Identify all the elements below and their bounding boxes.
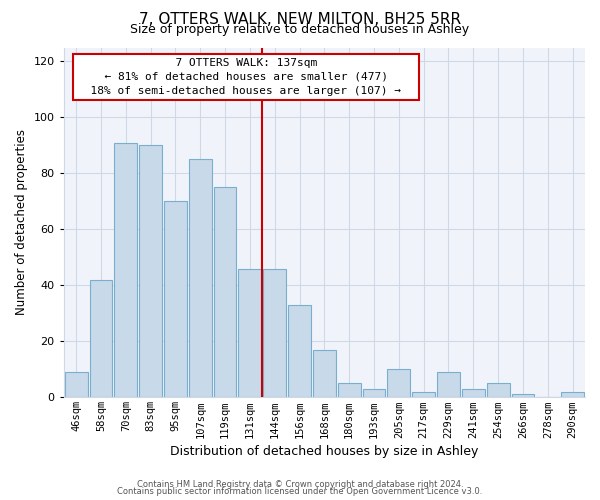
Bar [189, 160, 212, 398]
Bar [437, 372, 460, 398]
Bar [164, 202, 187, 398]
Bar [65, 372, 88, 398]
Bar [462, 389, 485, 398]
Text: Contains HM Land Registry data © Crown copyright and database right 2024.: Contains HM Land Registry data © Crown c… [137, 480, 463, 489]
Bar [214, 188, 236, 398]
Bar [512, 394, 535, 398]
Text: Contains public sector information licensed under the Open Government Licence v3: Contains public sector information licen… [118, 488, 482, 496]
Bar [238, 268, 262, 398]
Bar [115, 142, 137, 398]
Bar [89, 280, 112, 398]
Text: 7 OTTERS WALK: 137sqm  
  ← 81% of detached houses are smaller (477)  
  18% of : 7 OTTERS WALK: 137sqm ← 81% of detached … [77, 58, 415, 96]
Bar [362, 389, 385, 398]
Bar [263, 268, 286, 398]
X-axis label: Distribution of detached houses by size in Ashley: Distribution of detached houses by size … [170, 444, 479, 458]
Bar [338, 384, 361, 398]
Bar [313, 350, 336, 398]
Text: 7, OTTERS WALK, NEW MILTON, BH25 5RR: 7, OTTERS WALK, NEW MILTON, BH25 5RR [139, 12, 461, 28]
Bar [288, 305, 311, 398]
Bar [388, 370, 410, 398]
Bar [412, 392, 435, 398]
Text: Size of property relative to detached houses in Ashley: Size of property relative to detached ho… [130, 24, 470, 36]
Y-axis label: Number of detached properties: Number of detached properties [15, 130, 28, 316]
Bar [561, 392, 584, 398]
Bar [487, 384, 509, 398]
Bar [139, 146, 162, 398]
